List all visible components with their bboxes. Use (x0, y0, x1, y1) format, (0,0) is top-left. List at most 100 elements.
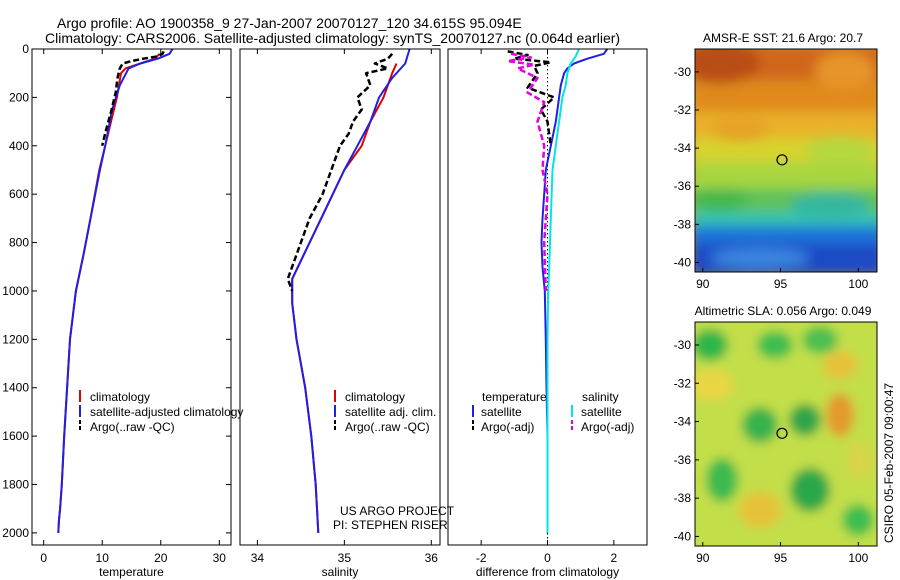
x-axis-label: temperature (99, 565, 164, 579)
legend-label: satellite adj. clim. (345, 405, 436, 419)
legend-label: Argo(..raw -QC) (90, 420, 175, 434)
y-tick-label: 0 (22, 42, 29, 56)
x-tick-label: 36 (425, 551, 439, 565)
sst-map-panel: AMSR-E SST: 21.6 Argo: 20.7 90 95 100 -30 -32… (674, 31, 878, 291)
map-y-tick-label: -30 (674, 65, 692, 79)
map-x-tick-label: 100 (848, 277, 868, 291)
map-color-band (695, 226, 877, 246)
map-color-patch (805, 136, 875, 164)
map-color-patch (695, 329, 728, 361)
map-title: Altimetric SLA: 0.056 Argo: 0.049 (695, 304, 872, 318)
y-tick-label: 1600 (2, 429, 29, 443)
map-blobs (695, 49, 877, 272)
map-y-tick-label: -40 (674, 529, 692, 543)
plot-frame (239, 48, 441, 546)
legend-label: salinity (582, 390, 619, 404)
map-title: AMSR-E SST: 21.6 Argo: 20.7 (703, 31, 863, 45)
series-satellite-adjusted-climatology-line (57, 48, 174, 533)
legend-label: satellite-adjusted climatology (90, 405, 243, 419)
map-y-tick-label: -40 (674, 255, 692, 269)
map-frame (694, 321, 878, 547)
map-color-patch (738, 492, 782, 528)
map-y-tick-label: -38 (674, 491, 692, 505)
series-salinity-argo-adj--line (506, 52, 549, 292)
map-color-patch (790, 468, 830, 512)
map-color-patch (846, 440, 874, 480)
map-x-tick-label: 100 (848, 551, 868, 565)
x-tick-label: 35 (338, 551, 352, 565)
map-y-tick-label: -34 (674, 415, 692, 429)
series-temperature-argo-adj--line (507, 50, 556, 146)
legend-label: satellite (581, 405, 622, 419)
map-color-patch (815, 52, 875, 88)
map-frame (694, 48, 878, 273)
legend-label: climatology (345, 390, 405, 404)
argo-float-marker (776, 427, 788, 439)
map-color-patch (842, 504, 874, 536)
map-color-patch (742, 407, 778, 443)
series-temperature-satellite-line (540, 48, 609, 533)
x-tick-label: 10 (96, 551, 110, 565)
x-tick-label: 30 (213, 551, 227, 565)
map-y-tick-label: -32 (674, 103, 692, 117)
map-color-patch (757, 331, 793, 359)
sla-map-panel: Altimetric SLA: 0.056 Argo: 0.049 90 95 100… (674, 304, 878, 565)
legend: temperaturesatelliteArgo(-adj)salinitysa… (472, 390, 634, 434)
legend-label: temperature (482, 390, 547, 404)
x-tick-label: 2 (610, 551, 617, 565)
map-y-tick-label: -36 (674, 179, 692, 193)
map-color-patch (802, 326, 838, 354)
map-color-band (695, 162, 877, 192)
map-color-patch (710, 118, 770, 142)
credit-pi: PI: STEPHEN RISER (333, 518, 448, 532)
map-color-patch (695, 49, 760, 84)
map-field (695, 49, 877, 272)
y-tick-label: 1400 (2, 381, 29, 395)
map-x-tick-label: 95 (774, 551, 788, 565)
map-y-tick-label: -30 (674, 338, 692, 352)
y-tick-label: 1200 (2, 332, 29, 346)
y-tick-label: 400 (9, 139, 29, 153)
x-tick-label: 0 (544, 551, 551, 565)
y-tick-label: 600 (9, 187, 29, 201)
header-line-1: Argo profile: AO 1900358_9 27-Jan-2007 2… (57, 15, 522, 31)
y-tick-label: 1800 (2, 478, 29, 492)
map-y-tick-label: -32 (674, 376, 692, 390)
map-color-patch (789, 404, 821, 436)
x-tick-label: 0 (40, 551, 47, 565)
map-field (695, 322, 877, 546)
x-tick-label: -2 (476, 551, 487, 565)
map-color-patch (790, 193, 870, 217)
map-blobs (695, 322, 877, 546)
map-y-tick-label: -34 (674, 141, 692, 155)
y-tick-label: 800 (9, 236, 29, 250)
map-x-tick-label: 90 (696, 551, 710, 565)
legend-label: satellite (481, 405, 522, 419)
legend-label: Argo(..raw -QC) (345, 420, 430, 434)
plot-frame (31, 48, 232, 546)
legend-label: Argo(-adj) (481, 420, 534, 434)
y-tick-label: 2000 (2, 526, 29, 540)
legend-label: Argo(-adj) (581, 420, 634, 434)
x-axis-label: salinity (322, 565, 359, 579)
x-tick-label: 34 (251, 551, 265, 565)
csiro-timestamp: CSIRO 05-Feb-2007 09:00:47 (882, 383, 896, 543)
series-satellite-adj-clim--line (291, 48, 411, 533)
x-axis-label: difference from climatology (476, 565, 619, 579)
map-color-patch (822, 351, 858, 379)
map-color-patch (695, 188, 748, 212)
legend-label: climatology (90, 390, 150, 404)
series-argo-raw-qc--line (100, 50, 165, 147)
series-argo-raw-qc--line (286, 52, 394, 292)
header-line-2: Climatology: CARS2006. Satellite-adjuste… (45, 30, 620, 46)
map-color-patch (706, 458, 738, 502)
map-color-patch (826, 393, 854, 437)
credit-project: US ARGO PROJECT (340, 504, 455, 518)
map-x-tick-label: 90 (696, 277, 710, 291)
map-y-tick-label: -36 (674, 453, 692, 467)
map-y-tick-label: -38 (674, 217, 692, 231)
